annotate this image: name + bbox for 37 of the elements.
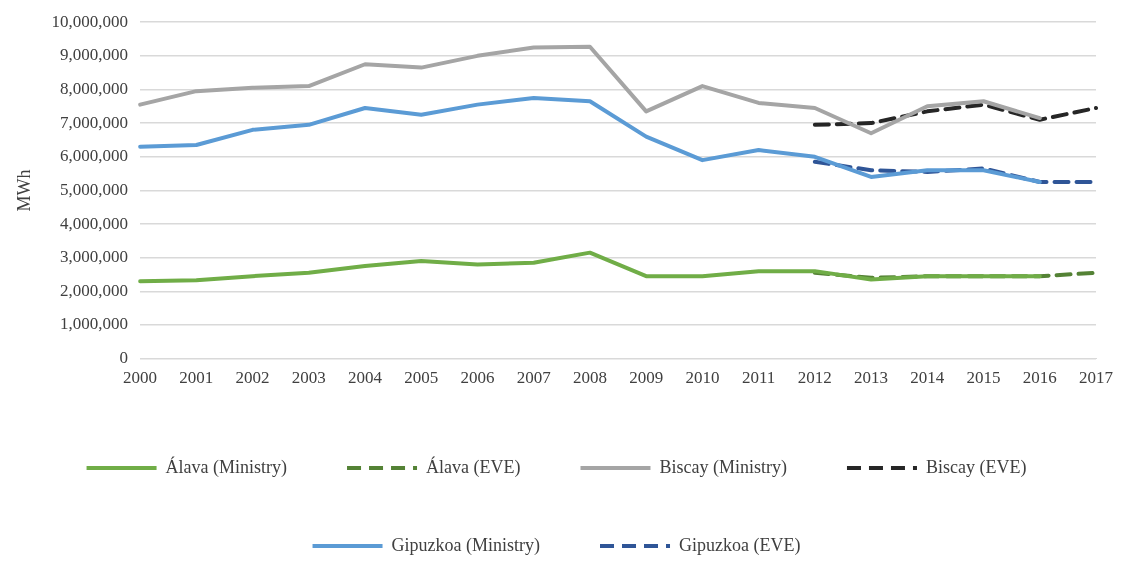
x-tick-label: 2003	[291, 368, 326, 388]
x-tick-label: 2009	[629, 368, 664, 388]
y-axis-title: MWh	[13, 169, 34, 212]
y-tick-label: 0	[119, 348, 129, 368]
x-tick-label: 2001	[179, 368, 214, 388]
x-tick-label: 2015	[966, 368, 1001, 388]
legend-label: Biscay (Ministry)	[659, 456, 787, 478]
x-tick-label: 2017	[1079, 368, 1114, 388]
x-tick-label: 2013	[854, 368, 889, 388]
x-tick-label: 2011	[741, 368, 776, 388]
x-tick-label: 2004	[348, 368, 383, 388]
legend-label: Álava (Ministry)	[165, 455, 288, 478]
legend-label: Biscay (EVE)	[925, 456, 1027, 478]
x-tick-label: 2005	[404, 368, 439, 388]
y-tick-label: 10,000,000	[51, 11, 129, 31]
x-tick-label: 2000	[123, 368, 158, 388]
x-tick-label: 2002	[235, 368, 270, 388]
legend-label: Gipuzkoa (EVE)	[679, 534, 801, 556]
y-tick-label: 3,000,000	[60, 247, 129, 267]
x-tick-label: 2014	[910, 368, 945, 388]
y-tick-label: 6,000,000	[60, 146, 129, 166]
legend-label: Álava (EVE)	[426, 455, 521, 478]
y-tick-label: 8,000,000	[60, 78, 129, 98]
x-tick-label: 2008	[572, 368, 607, 388]
x-tick-label: 2012	[797, 368, 832, 388]
y-tick-label: 2,000,000	[60, 280, 129, 300]
x-tick-label: 2007	[516, 368, 552, 388]
line-series	[812, 102, 1098, 127]
x-tick-label: 2016	[1022, 368, 1057, 388]
legend-label: Gipuzkoa (Ministry)	[391, 534, 541, 556]
y-tick-label: 9,000,000	[60, 45, 129, 65]
y-tick-label: 7,000,000	[60, 112, 129, 132]
x-tick-label: 2006	[460, 368, 495, 388]
y-tick-label: 4,000,000	[60, 213, 129, 233]
x-tick-label: 2010	[685, 368, 720, 388]
y-tick-label: 5,000,000	[60, 179, 129, 199]
y-tick-label: 1,000,000	[60, 314, 129, 334]
